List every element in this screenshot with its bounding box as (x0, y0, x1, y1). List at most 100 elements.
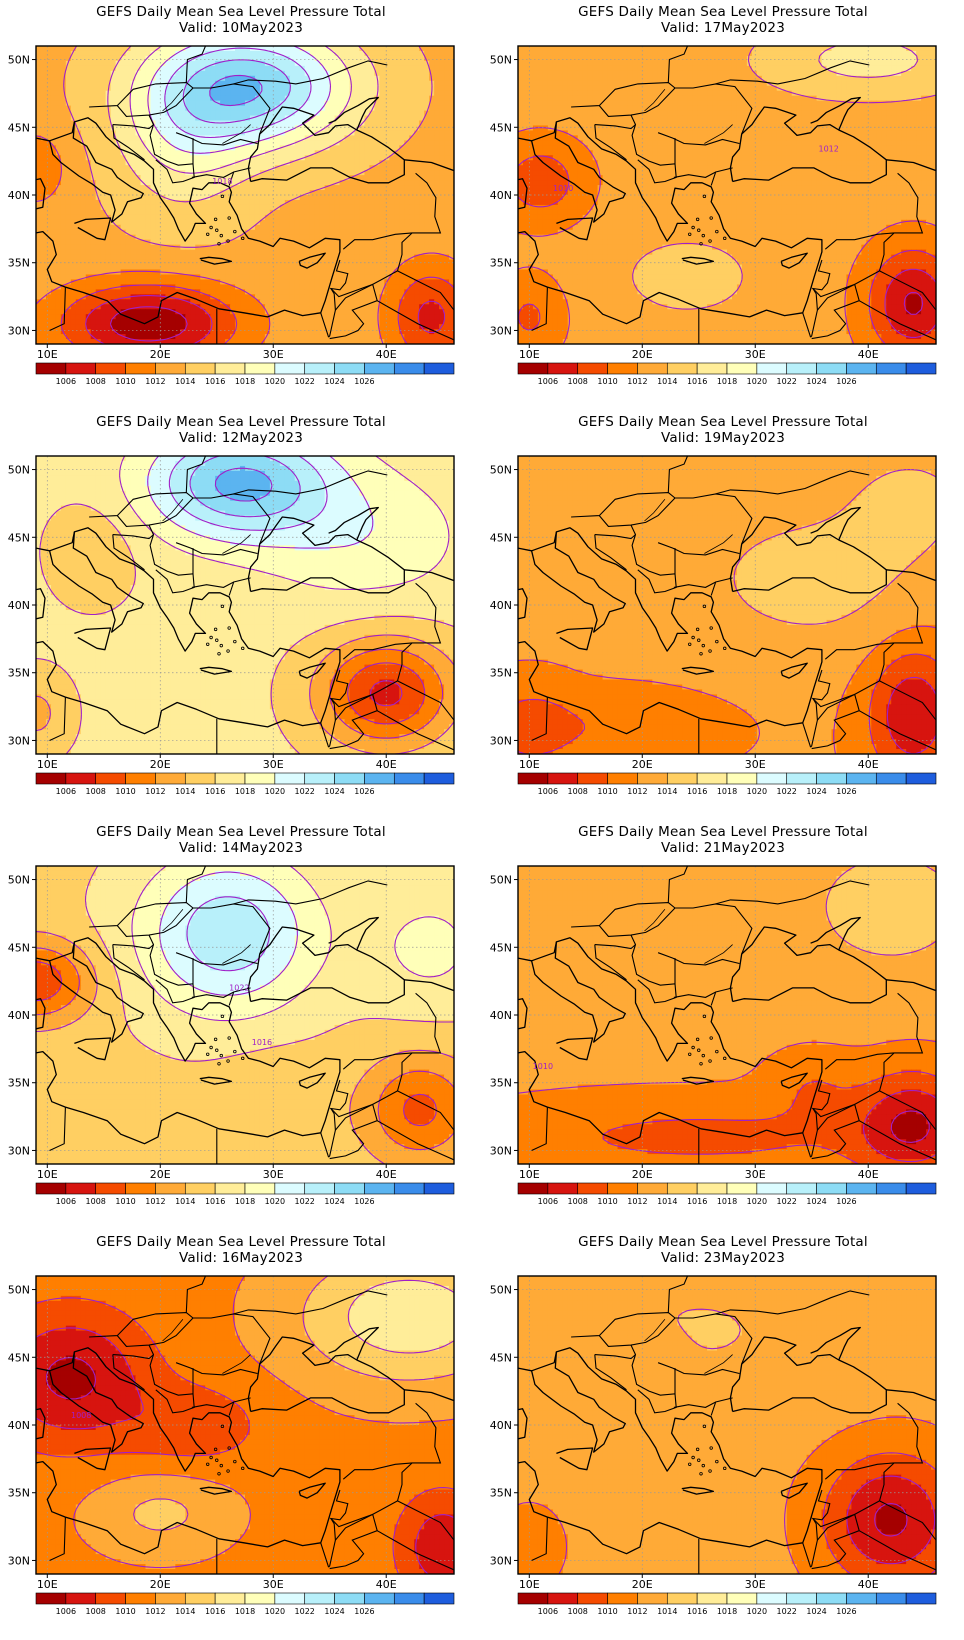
isobar-1024 (189, 456, 301, 518)
lon-tick-label: 20E (150, 1578, 171, 1591)
country-border (598, 1317, 676, 1347)
country-border (594, 124, 636, 130)
island (209, 225, 213, 230)
country-border (811, 283, 860, 340)
lon-tick-label: 10E (37, 348, 58, 361)
lon-tick-label: 10E (37, 1168, 58, 1181)
country-border (329, 1103, 378, 1160)
isobar-1016 (347, 1279, 454, 1354)
river (644, 909, 666, 932)
colorbar-label: 1016 (205, 787, 225, 796)
country-border (376, 1120, 454, 1161)
colorbar-label: 1020 (747, 1607, 767, 1616)
country-border (802, 1132, 812, 1158)
colorbar-label: 1008 (568, 787, 588, 796)
lon-tick-label: 40E (376, 1168, 397, 1181)
colorbar-label: 1010 (597, 1197, 617, 1206)
island (715, 229, 719, 234)
pressure-field (518, 456, 936, 754)
lat-tick-label: 45N (490, 1351, 512, 1364)
coastline (199, 1076, 233, 1085)
island (213, 217, 218, 222)
colorbar-swatch (125, 362, 156, 375)
coastline (247, 1336, 405, 1414)
lon-tick-label: 30E (745, 348, 766, 361)
island (233, 1459, 237, 1464)
lat-tick-label: 40N (8, 599, 30, 612)
island (219, 1053, 223, 1058)
island (691, 225, 695, 230)
island (709, 216, 713, 220)
contour-label: 1016 (252, 1038, 272, 1047)
colorbar-label: 1014 (657, 377, 677, 386)
colorbar-label: 1024 (324, 1197, 344, 1206)
colorbar-swatch (517, 1182, 549, 1195)
lon-tick-label: 20E (632, 1578, 653, 1591)
country-border (112, 944, 145, 981)
island (699, 1062, 703, 1066)
country-border (710, 1401, 717, 1416)
colorbar-swatch (274, 362, 306, 375)
colorbar-label: 1010 (597, 1607, 617, 1616)
contour-label: 1018 (212, 177, 232, 186)
colorbar-label: 1014 (175, 1197, 195, 1206)
colorbar-swatch (637, 1182, 668, 1195)
country-border (811, 1462, 895, 1528)
colorbar-label: 1022 (295, 787, 315, 796)
colorbar-swatch (65, 1592, 97, 1605)
lat-tick-label: 45N (8, 531, 30, 544)
lon-tick-label: 20E (632, 1168, 653, 1181)
panel-title: GEFS Daily Mean Sea Level Pressure Total… (482, 4, 964, 36)
island (697, 638, 701, 642)
colorbar-swatch (696, 772, 728, 785)
pressure-field (518, 46, 936, 344)
colorbar-swatch (214, 772, 246, 785)
colorbar-label: 1020 (747, 1197, 767, 1206)
colorbar-swatch (517, 362, 549, 375)
lon-tick-label: 30E (263, 1168, 284, 1181)
river (222, 534, 251, 554)
colorbar-label: 1008 (86, 1197, 106, 1206)
colorbar-label: 1016 (687, 377, 707, 386)
lon-tick-label: 30E (745, 758, 766, 771)
colorbar-swatch (577, 1182, 608, 1195)
coastline (328, 1326, 379, 1361)
isobar-1010 (518, 155, 936, 344)
colorbar-swatch (696, 1592, 728, 1605)
country-border (598, 907, 676, 937)
coastline (404, 159, 454, 172)
colorbar-swatch (125, 772, 156, 785)
island (213, 1447, 218, 1452)
colorbar-label: 1008 (568, 377, 588, 386)
lat-tick-label: 35N (490, 1487, 512, 1500)
colorbar-label: 1018 (235, 377, 255, 386)
country-border (148, 1344, 195, 1414)
coastline (199, 666, 233, 675)
colorbar-swatch (756, 362, 788, 375)
coastline (48, 121, 144, 223)
country-border (148, 524, 195, 594)
island (209, 1045, 213, 1050)
isobar-1010 (822, 1452, 936, 1574)
island (215, 228, 219, 232)
river (704, 534, 733, 554)
isobar-1014 (36, 931, 454, 1164)
lat-tick-label: 30N (490, 324, 512, 337)
coastline (886, 159, 936, 172)
country-border (112, 944, 154, 950)
panel-title: GEFS Daily Mean Sea Level Pressure Total… (482, 1234, 964, 1266)
colorbar-swatch (666, 1182, 698, 1195)
isobar-1010 (347, 662, 426, 725)
river (704, 1354, 733, 1374)
lat-tick-label: 45N (8, 1351, 30, 1364)
island (206, 1462, 210, 1466)
colorbar-swatch (364, 1592, 395, 1605)
island (697, 1048, 701, 1052)
island (233, 229, 237, 234)
colorbar-label: 1026 (836, 787, 856, 796)
island (227, 216, 231, 220)
